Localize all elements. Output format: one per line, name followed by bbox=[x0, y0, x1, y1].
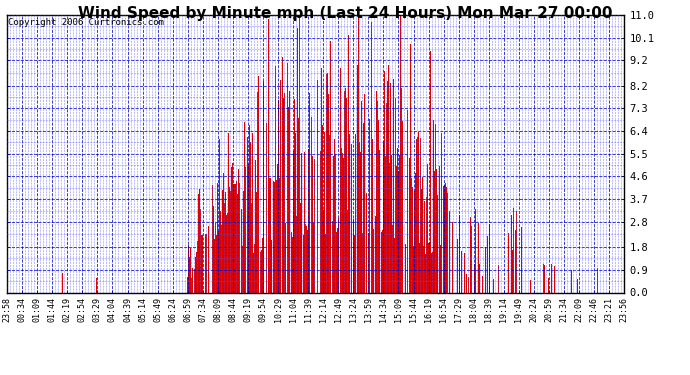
Text: Wind Speed by Minute mph (Last 24 Hours) Mon Mar 27 00:00: Wind Speed by Minute mph (Last 24 Hours)… bbox=[78, 6, 612, 21]
Text: Copyright 2006 Curtronics.com: Copyright 2006 Curtronics.com bbox=[8, 18, 164, 27]
